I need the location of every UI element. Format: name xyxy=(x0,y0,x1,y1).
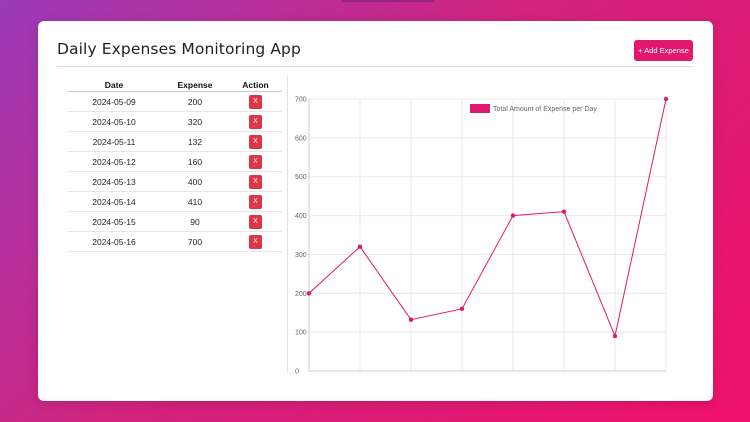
data-point xyxy=(408,317,414,322)
y-tick-label: 0 xyxy=(295,369,299,376)
delete-button[interactable]: X xyxy=(249,114,262,129)
delete-button[interactable]: X xyxy=(249,174,262,189)
delete-button[interactable]: X xyxy=(249,94,262,109)
delete-button[interactable]: X xyxy=(249,154,262,169)
y-tick-label: 200 xyxy=(295,291,307,298)
y-tick-label: 100 xyxy=(295,330,307,337)
main-card: Daily Expenses Monitoring App + Add Expe… xyxy=(38,21,713,401)
header-expense: Expense xyxy=(177,79,213,90)
delete-button[interactable]: X xyxy=(249,234,262,249)
row-date: 2024-05-10 xyxy=(92,116,136,127)
table-row: 2024-05-15 90 X xyxy=(67,212,282,232)
legend-label: Total Amount of Expense per Day xyxy=(493,106,597,113)
delete-button[interactable]: X xyxy=(249,214,262,229)
series-line xyxy=(308,98,667,338)
table-row: 2024-05-11 132 X xyxy=(67,132,282,152)
row-date: 2024-05-12 xyxy=(92,156,136,167)
y-tick-label: 500 xyxy=(295,174,307,181)
data-point xyxy=(357,244,363,249)
data-point xyxy=(561,209,567,214)
header-divider xyxy=(57,66,693,67)
row-date: 2024-05-09 xyxy=(92,96,136,107)
table-header: Date Expense Action xyxy=(67,78,282,92)
y-tick-label: 300 xyxy=(295,252,307,259)
row-date: 2024-05-11 xyxy=(92,136,136,147)
header-action: Action xyxy=(242,79,269,90)
table-row: 2024-05-13 400 X xyxy=(67,172,282,192)
delete-button[interactable]: X xyxy=(249,134,262,149)
table-row: 2024-05-10 320 X xyxy=(67,112,282,132)
row-expense: 90 xyxy=(190,216,200,227)
y-tick-label: 400 xyxy=(295,213,307,220)
table-row: 2024-05-09 200 X xyxy=(67,92,282,112)
row-date: 2024-05-15 xyxy=(92,216,136,227)
row-expense: 320 xyxy=(187,116,203,127)
row-expense: 132 xyxy=(187,136,203,147)
data-point xyxy=(306,291,312,296)
y-tick-label: 700 xyxy=(295,97,307,104)
row-expense: 160 xyxy=(187,156,203,167)
row-date: 2024-05-13 xyxy=(92,176,136,187)
y-tick-label: 600 xyxy=(295,135,307,142)
row-expense: 400 xyxy=(187,176,203,187)
panel-separator xyxy=(287,76,288,372)
row-expense: 410 xyxy=(187,196,203,207)
add-expense-button[interactable]: + Add Expense xyxy=(634,40,693,61)
row-expense: 700 xyxy=(187,236,203,247)
table-row: 2024-05-12 160 X xyxy=(67,152,282,172)
page-title: Daily Expenses Monitoring App xyxy=(57,40,301,58)
row-date: 2024-05-16 xyxy=(92,236,136,247)
table-row: 2024-05-14 410 X xyxy=(67,192,282,212)
header-date: Date xyxy=(104,79,124,90)
legend-swatch xyxy=(470,104,490,113)
data-point xyxy=(663,96,669,102)
data-point xyxy=(459,306,465,312)
top-accent-bar xyxy=(342,0,434,2)
data-point xyxy=(612,333,618,339)
table-row: 2024-05-16 700 X xyxy=(67,232,282,252)
data-point xyxy=(510,213,516,218)
row-date: 2024-05-14 xyxy=(92,196,136,207)
row-expense: 200 xyxy=(187,96,203,107)
delete-button[interactable]: X xyxy=(249,194,262,209)
expense-line-chart: 01002003004005006007002024-05-092024-05-… xyxy=(295,96,669,376)
expenses-table: Date Expense Action 2024-05-09 200 X 202… xyxy=(67,78,282,252)
